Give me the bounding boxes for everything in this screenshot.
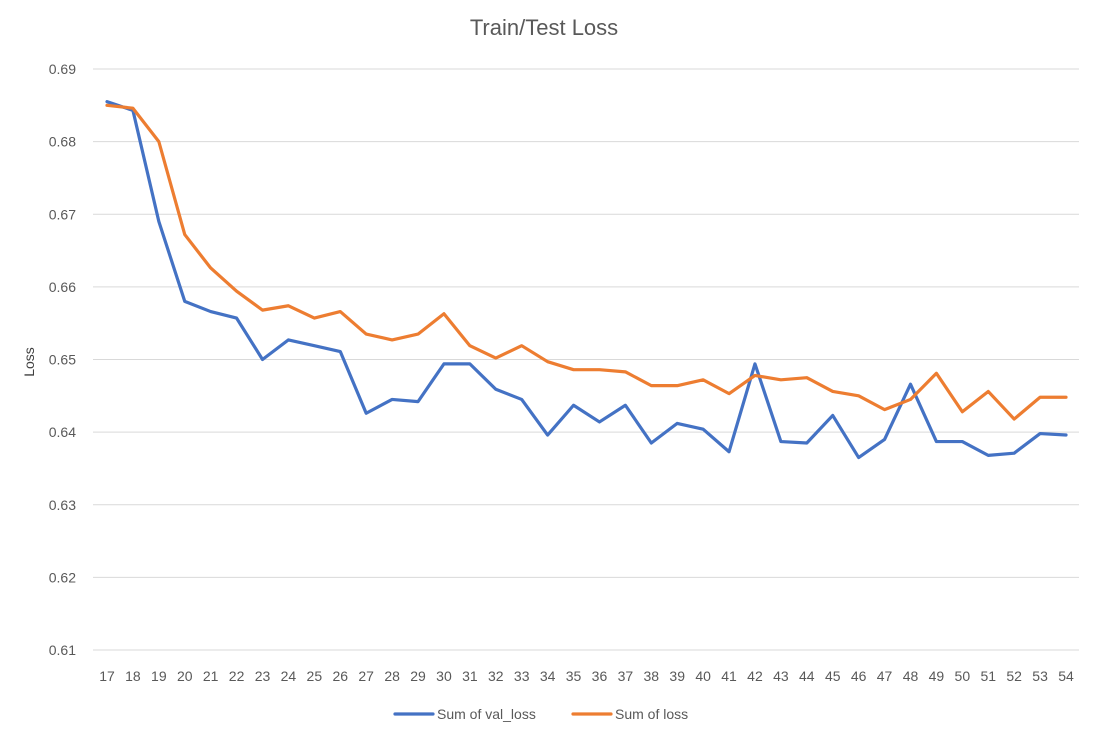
x-tick-label: 32 xyxy=(488,668,504,684)
y-tick-label: 0.61 xyxy=(49,642,76,658)
x-tick-label: 29 xyxy=(410,668,426,684)
x-tick-label: 39 xyxy=(669,668,685,684)
x-tick-label: 17 xyxy=(99,668,115,684)
x-tick-label: 53 xyxy=(1032,668,1048,684)
y-tick-label: 0.68 xyxy=(49,134,76,150)
x-tick-label: 51 xyxy=(980,668,996,684)
y-axis-ticks: 0.61 0.62 0.63 0.64 0.65 0.66 0.67 0.68 0.69 xyxy=(49,61,76,658)
x-tick-label: 35 xyxy=(566,668,582,684)
x-tick-label: 31 xyxy=(462,668,478,684)
x-tick-label: 44 xyxy=(799,668,815,684)
x-tick-label: 24 xyxy=(281,668,297,684)
x-tick-label: 33 xyxy=(514,668,530,684)
x-tick-label: 40 xyxy=(695,668,711,684)
x-tick-label: 52 xyxy=(1006,668,1022,684)
y-tick-label: 0.66 xyxy=(49,279,76,295)
x-tick-label: 50 xyxy=(955,668,971,684)
y-axis-label: Loss xyxy=(21,347,37,377)
legend-label: Sum of loss xyxy=(615,706,688,722)
y-tick-label: 0.64 xyxy=(49,424,76,440)
x-tick-label: 49 xyxy=(929,668,945,684)
y-tick-label: 0.63 xyxy=(49,497,76,513)
x-tick-label: 41 xyxy=(721,668,737,684)
x-tick-label: 27 xyxy=(358,668,374,684)
series-line-loss xyxy=(105,103,1068,421)
x-tick-label: 25 xyxy=(307,668,323,684)
series-lines xyxy=(105,100,1068,460)
y-tick-label: 0.69 xyxy=(49,61,76,77)
x-axis-ticks: 17 18 19 20 21 22 23 24 25 26 27 28 29 30 31 32 33 34 35 36… xyxy=(99,668,1074,684)
x-tick-label: 48 xyxy=(903,668,919,684)
x-tick-label: 20 xyxy=(177,668,193,684)
x-tick-label: 19 xyxy=(151,668,167,684)
y-tick-label: 0.65 xyxy=(49,352,76,368)
x-tick-label: 43 xyxy=(773,668,789,684)
chart-title: Train/Test Loss xyxy=(470,15,618,40)
y-tick-label: 0.62 xyxy=(49,569,76,585)
x-tick-label: 42 xyxy=(747,668,763,684)
gridlines xyxy=(93,68,1079,651)
x-tick-label: 45 xyxy=(825,668,841,684)
x-tick-label: 28 xyxy=(384,668,400,684)
x-tick-label: 38 xyxy=(644,668,660,684)
x-tick-label: 30 xyxy=(436,668,452,684)
x-tick-label: 34 xyxy=(540,668,556,684)
legend-label: Sum of val_loss xyxy=(437,706,536,722)
x-tick-label: 23 xyxy=(255,668,271,684)
x-tick-label: 36 xyxy=(592,668,608,684)
x-tick-label: 21 xyxy=(203,668,219,684)
x-tick-label: 47 xyxy=(877,668,893,684)
x-tick-label: 54 xyxy=(1058,668,1074,684)
x-tick-label: 37 xyxy=(618,668,634,684)
x-tick-label: 22 xyxy=(229,668,245,684)
y-tick-label: 0.67 xyxy=(49,206,76,222)
x-tick-label: 26 xyxy=(332,668,348,684)
series-line-val-loss xyxy=(105,100,1068,460)
legend: Sum of val_loss Sum of loss xyxy=(393,706,688,722)
x-tick-label: 18 xyxy=(125,668,141,684)
x-tick-label: 46 xyxy=(851,668,867,684)
